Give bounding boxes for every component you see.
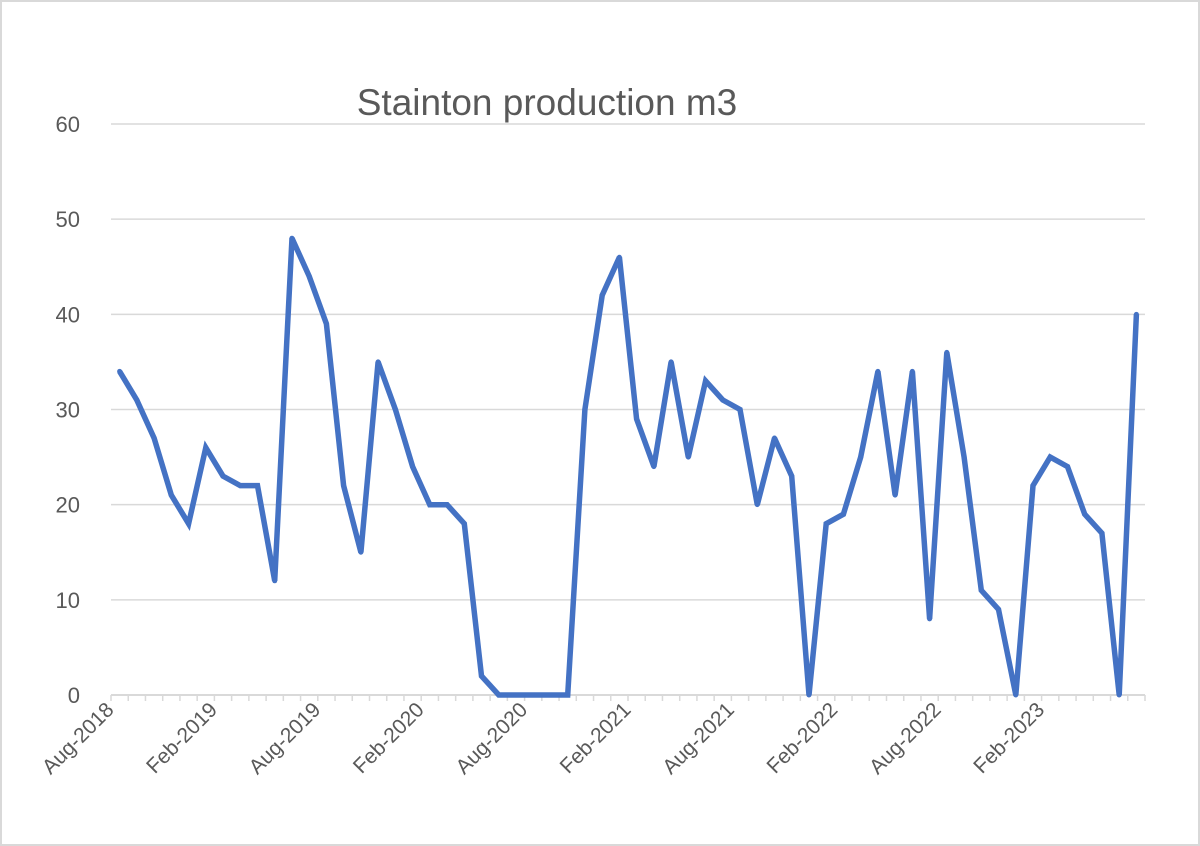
data-point — [892, 492, 898, 498]
data-point — [323, 321, 329, 327]
y-tick-label: 60 — [56, 112, 80, 137]
data-point — [117, 368, 123, 374]
data-point — [685, 454, 691, 460]
data-point — [875, 368, 881, 374]
data-point — [479, 673, 485, 679]
data-point — [375, 359, 381, 365]
data-point — [1064, 464, 1070, 470]
data-point — [909, 368, 915, 374]
data-point — [651, 464, 657, 470]
data-point — [996, 606, 1002, 612]
data-point — [461, 521, 467, 527]
data-point — [1047, 454, 1053, 460]
data-point — [616, 254, 622, 260]
data-point — [806, 692, 812, 698]
y-tick-label: 10 — [56, 588, 80, 613]
data-point — [634, 416, 640, 422]
data-point — [1030, 483, 1036, 489]
data-point — [410, 464, 416, 470]
data-point — [341, 483, 347, 489]
data-point — [289, 235, 295, 241]
data-point — [306, 273, 312, 279]
data-point — [392, 407, 398, 412]
data-point — [944, 349, 950, 355]
data-point — [582, 407, 588, 412]
y-tick-label: 30 — [56, 398, 80, 423]
data-point — [237, 483, 243, 489]
data-point — [530, 692, 536, 698]
data-point — [513, 692, 519, 698]
data-point — [703, 378, 709, 384]
data-point — [1013, 692, 1019, 698]
data-point — [220, 473, 226, 479]
data-point — [151, 435, 157, 441]
data-point — [547, 692, 553, 698]
data-point — [427, 502, 433, 508]
data-point — [823, 521, 829, 527]
data-point — [1082, 511, 1088, 517]
data-point — [565, 692, 571, 698]
data-point — [1099, 530, 1105, 536]
y-tick-label: 40 — [56, 302, 80, 327]
data-point — [978, 587, 984, 593]
y-tick-label: 50 — [56, 207, 80, 232]
data-point — [272, 578, 278, 584]
data-point — [789, 473, 795, 479]
data-point — [927, 616, 933, 622]
data-point — [358, 549, 364, 555]
data-point — [754, 502, 760, 508]
data-point — [203, 445, 209, 451]
series-line — [117, 237, 1140, 698]
data-point — [771, 435, 777, 441]
data-point — [961, 454, 967, 460]
data-point — [254, 483, 260, 489]
data-point — [1116, 692, 1122, 698]
data-point — [599, 292, 605, 298]
data-point — [720, 397, 726, 403]
data-point — [444, 502, 450, 508]
data-point — [186, 521, 192, 527]
y-tick-label: 0 — [68, 683, 80, 708]
data-point — [496, 692, 502, 698]
data-point — [1133, 311, 1139, 317]
data-point — [134, 397, 140, 403]
y-tick-label: 20 — [56, 493, 80, 518]
data-point — [858, 454, 864, 460]
data-point — [668, 359, 674, 365]
data-point — [737, 407, 743, 412]
data-point — [168, 492, 174, 498]
chart-title: Stainton production m3 — [357, 82, 738, 123]
data-point — [840, 511, 846, 517]
